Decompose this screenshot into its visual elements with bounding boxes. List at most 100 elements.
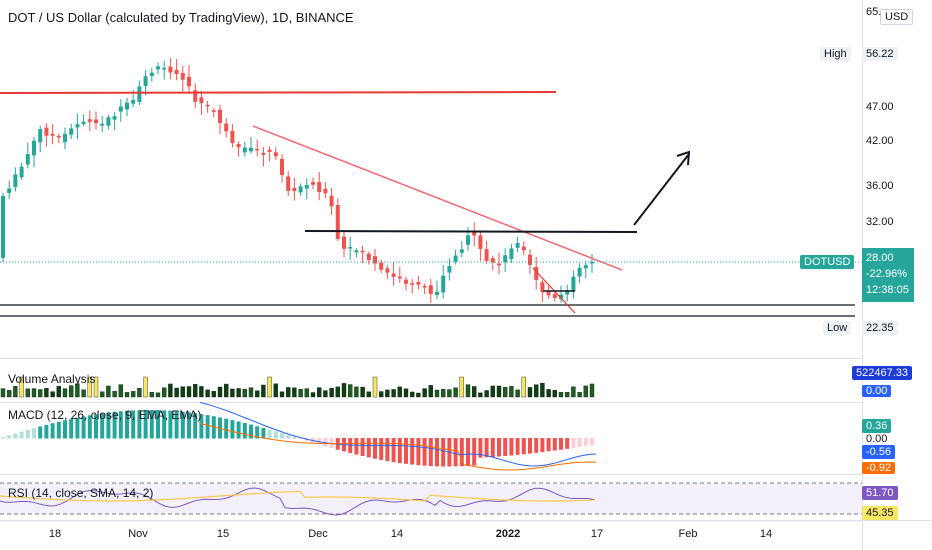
volume-bar xyxy=(56,385,61,398)
volume-bar xyxy=(379,391,384,398)
candle xyxy=(267,146,272,162)
volume-bar xyxy=(205,389,210,398)
macd-hist-bar xyxy=(329,438,334,449)
volume-bar xyxy=(6,389,12,398)
macd-hist-bar xyxy=(218,417,222,439)
volume-bar xyxy=(180,386,186,398)
volume-bar xyxy=(50,391,55,398)
volume-bar xyxy=(546,389,551,398)
volume-bar xyxy=(366,391,371,398)
volume-bar xyxy=(298,389,303,398)
macd-hist-bar xyxy=(391,438,396,463)
macd-hist-bar xyxy=(44,424,49,439)
volume-bar xyxy=(589,383,595,398)
candle xyxy=(459,241,464,258)
macd-hist-bar xyxy=(366,438,371,458)
volume-bar xyxy=(286,387,291,398)
volume-bar xyxy=(254,390,260,398)
candle xyxy=(205,100,210,113)
macd-hist-bar xyxy=(38,426,43,439)
volume-bar xyxy=(372,376,378,398)
macd-hist-bar xyxy=(441,438,446,467)
candle xyxy=(162,60,167,80)
volume-bar xyxy=(273,383,278,398)
candle xyxy=(242,141,247,157)
candle xyxy=(224,118,229,138)
volume-bar xyxy=(124,392,130,398)
candle xyxy=(280,154,284,183)
volume-bar xyxy=(261,384,266,398)
volume-bar xyxy=(137,388,142,398)
macd-hist-bar xyxy=(521,438,526,455)
macd-hist-bar xyxy=(168,410,173,439)
macd-hist-bar xyxy=(50,423,55,439)
volume-bar xyxy=(583,385,588,398)
volume-label[interactable]: Volume Analysis xyxy=(8,372,96,386)
volume-bar xyxy=(360,386,365,398)
volume-bar xyxy=(292,387,297,398)
volume-bar xyxy=(416,392,421,398)
projection-arrow[interactable] xyxy=(633,150,691,226)
neckline[interactable] xyxy=(304,230,638,233)
candle xyxy=(106,115,111,130)
candle xyxy=(199,90,204,115)
volume-bar xyxy=(348,384,353,398)
descending-trendline[interactable] xyxy=(252,125,623,271)
volume-bar xyxy=(577,392,582,398)
macd-lines-group xyxy=(199,401,597,471)
macd-hist-bar xyxy=(515,438,520,455)
macd-hist-bar xyxy=(484,438,489,458)
macd-hist-bar xyxy=(534,438,539,453)
candle xyxy=(87,110,92,132)
macd-hist-bar xyxy=(360,438,365,457)
bar-countdown: 12:38:05 xyxy=(866,284,909,296)
macd-hist-bar xyxy=(571,438,576,448)
macd-hist-bar xyxy=(187,412,191,439)
volume-bar xyxy=(223,383,229,398)
macd-signal-value: -0.92 xyxy=(862,462,896,474)
macd-hist-bar xyxy=(298,438,303,440)
macd-hist-bar xyxy=(112,411,117,439)
resistance-line[interactable] xyxy=(0,91,557,94)
rsi-lines-group xyxy=(0,487,596,516)
volume-bar xyxy=(323,390,328,398)
currency-button[interactable]: USD xyxy=(880,9,914,25)
price-tick-42: 42.00 xyxy=(866,135,894,147)
x-tick-2022: 2022 xyxy=(495,528,521,540)
rsi-band xyxy=(0,483,862,514)
macd-zero-value: 0.00 xyxy=(866,433,888,445)
macd-label[interactable]: MACD (12, 26, close, 9, EMA, EMA) xyxy=(8,408,202,422)
candle xyxy=(540,279,545,303)
rsi-label[interactable]: RSI (14, close, SMA, 14, 2) xyxy=(8,486,154,500)
volume-bar xyxy=(75,383,80,398)
volume-bar xyxy=(515,389,520,398)
macd-hist-bar xyxy=(497,438,501,457)
candle xyxy=(428,278,433,303)
high-value: 56.22 xyxy=(862,47,898,61)
candle xyxy=(317,171,322,201)
candle xyxy=(249,137,253,154)
candle xyxy=(354,248,359,258)
volume-bar xyxy=(25,388,30,398)
candle xyxy=(404,276,408,291)
candle xyxy=(435,280,439,300)
volume-bar xyxy=(434,389,440,398)
candles-group xyxy=(1,57,594,303)
low-value: 22.35 xyxy=(862,321,898,335)
volume-bar xyxy=(447,389,452,398)
macd-hist-bar xyxy=(174,411,179,439)
macd-hist-bar xyxy=(19,431,24,439)
candle xyxy=(515,237,520,253)
volume-bar xyxy=(279,391,285,398)
candle xyxy=(261,147,266,167)
volume-bar xyxy=(0,388,6,398)
candle xyxy=(149,67,154,82)
macd-hist-bar xyxy=(156,410,160,439)
macd-hist-bar xyxy=(478,438,483,458)
macd-hist-bar xyxy=(373,438,377,459)
macd-hist-bar xyxy=(106,412,111,439)
volume-bar xyxy=(68,385,74,398)
volume-bar xyxy=(565,392,570,398)
volume-bar xyxy=(571,386,576,398)
